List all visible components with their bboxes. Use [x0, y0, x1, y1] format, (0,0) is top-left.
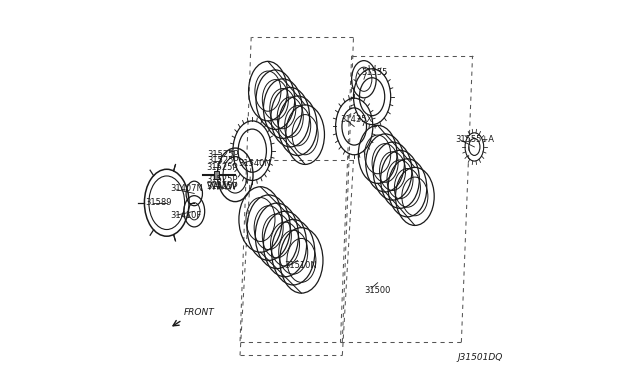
Text: 31525P: 31525P	[206, 163, 237, 172]
Text: 31510N: 31510N	[285, 262, 317, 270]
Text: 31540N: 31540N	[238, 159, 271, 168]
Text: 31525P: 31525P	[207, 150, 239, 159]
Text: 31525P: 31525P	[207, 156, 239, 165]
Text: 31555+A: 31555+A	[455, 135, 494, 144]
Text: 31410F: 31410F	[170, 211, 202, 220]
Text: FRONT: FRONT	[184, 308, 215, 317]
Text: 31525P: 31525P	[206, 175, 237, 184]
Text: 31589: 31589	[145, 198, 172, 207]
Text: 31500: 31500	[365, 286, 391, 295]
Text: 31555: 31555	[361, 68, 387, 77]
Text: 31435X: 31435X	[340, 115, 372, 124]
Text: J31501DQ: J31501DQ	[458, 353, 503, 362]
Text: 31525P: 31525P	[206, 182, 237, 190]
Text: 31407N: 31407N	[170, 185, 204, 193]
Bar	[214, 171, 219, 179]
